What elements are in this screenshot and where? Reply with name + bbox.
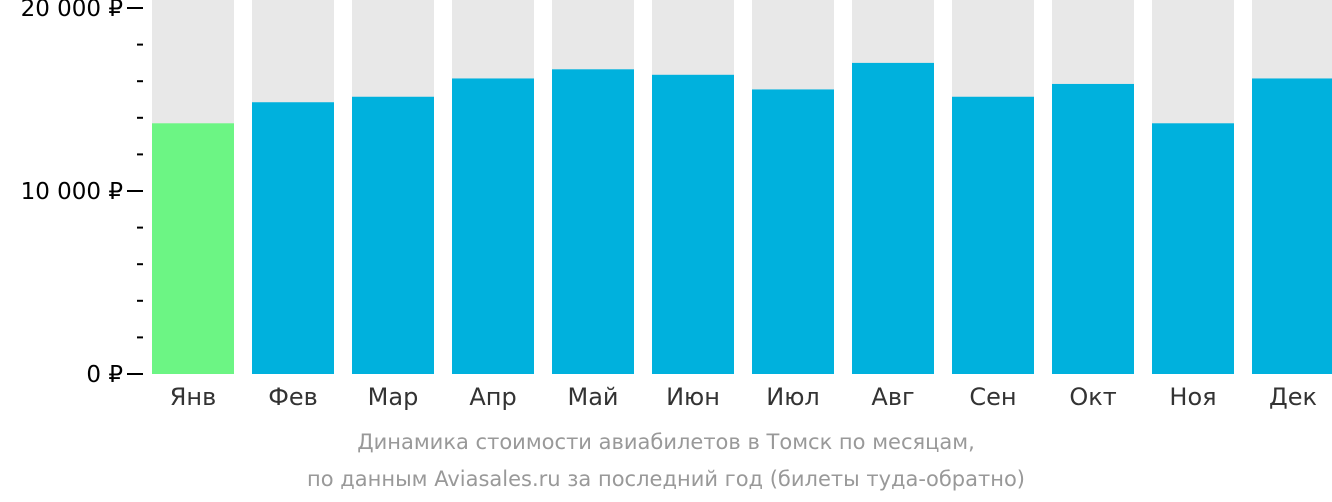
x-tick-label-4: Апр	[469, 383, 516, 411]
bar-6[interactable]	[652, 74, 734, 375]
bar-9[interactable]	[952, 96, 1034, 374]
x-tick-label-11: Ноя	[1169, 383, 1216, 411]
x-tick-label-7: Июл	[766, 383, 820, 411]
x-tick-label-10: Окт	[1069, 383, 1116, 411]
y-tick-label-2: 10 000 ₽	[21, 179, 123, 205]
bar-8[interactable]	[852, 62, 934, 375]
y-tick-label-1: 0 ₽	[86, 362, 123, 388]
x-tick-label-3: Мар	[368, 383, 419, 411]
x-tick-label-9: Сен	[969, 383, 1016, 411]
bar-chart-svg: 0 ₽ 10 000 ₽ 20 000 ₽ Янв Фев Мар Апр Май Июн Ию…	[21, 0, 1332, 411]
bar-7[interactable]	[752, 89, 834, 374]
chart-caption-line-2: по данным Aviasales.ru за последний год …	[307, 467, 1025, 491]
y-tick-label-3: 20 000 ₽	[21, 0, 123, 22]
bar-11[interactable]	[1152, 123, 1234, 374]
bar-12[interactable]	[1252, 78, 1332, 374]
x-tick-label-5: Май	[567, 383, 618, 411]
bar-2[interactable]	[252, 102, 334, 375]
chart-caption-line-1: Динамика стоимости авиабилетов в Томск п…	[357, 430, 975, 454]
x-tick-label-8: Авг	[871, 383, 914, 411]
x-tick-label-1: Янв	[170, 383, 217, 411]
bar-4[interactable]	[452, 78, 534, 374]
bar-3[interactable]	[352, 96, 434, 374]
x-tick-label-6: Июн	[666, 383, 720, 411]
x-tick-label-2: Фев	[268, 383, 318, 411]
x-axis-labels: Янв Фев Мар Апр Май Июн Июл Авг Сен Окт Ноя Дек	[170, 383, 1317, 411]
y-axis: 0 ₽ 10 000 ₽ 20 000 ₽	[21, 0, 143, 388]
bar-10[interactable]	[1052, 83, 1134, 374]
bar-5[interactable]	[552, 69, 634, 375]
bar-1[interactable]	[152, 123, 234, 374]
value-bars	[152, 62, 1332, 375]
x-tick-label-12: Дек	[1269, 383, 1317, 411]
